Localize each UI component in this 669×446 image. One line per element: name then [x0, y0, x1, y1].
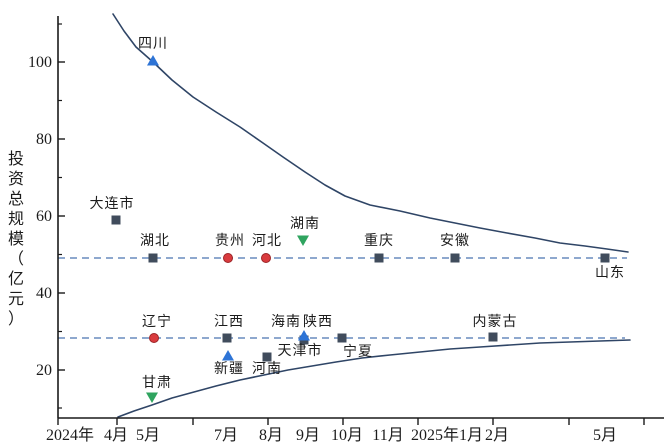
data-point-marker-square: [488, 332, 498, 342]
data-point-label: 内蒙古: [473, 314, 518, 330]
x-tick-label: 4月: [104, 427, 128, 444]
data-point-marker-triangle-up: [298, 330, 310, 341]
x-tick-label: 10月: [331, 427, 363, 444]
data-point-label: 山东: [595, 265, 625, 281]
data-point-label: 河北: [252, 233, 282, 249]
data-point-label: 贵州: [215, 233, 245, 249]
data-point-marker-circle: [223, 253, 233, 263]
data-point-marker-triangle-up: [222, 350, 234, 361]
y-axis-title: 投资总规模（亿元）: [8, 150, 24, 328]
upper-boundary-curve: [112, 13, 629, 253]
reference-lines: [58, 257, 627, 339]
data-point-label: 河南: [252, 361, 282, 377]
data-point-marker-circle: [149, 333, 159, 343]
data-point-label: 陕西: [303, 314, 333, 330]
data-point-label: 宁夏: [343, 343, 373, 360]
data-point-marker-triangle-down: [146, 392, 158, 403]
y-tick-label: 100: [28, 54, 52, 71]
boundary-curves: [112, 13, 631, 418]
y-axis-tick-labels: 100 80 60 40 20: [28, 54, 52, 379]
data-point-label: 安徽: [440, 233, 470, 249]
x-axis-ticks: [57, 418, 645, 425]
data-point-label: 江西: [214, 314, 244, 330]
x-tick-label: 7月: [214, 427, 238, 444]
y-tick-label: 80: [36, 131, 52, 148]
x-tick-label: 11月: [372, 427, 403, 444]
data-point-marker-square: [262, 352, 272, 362]
data-point-label: 大连市: [90, 195, 135, 212]
y-tick-label: 40: [36, 285, 52, 302]
data-point-label: 四川: [138, 37, 168, 52]
data-point-marker-square: [337, 333, 347, 343]
x-tick-label: 5月: [593, 427, 617, 444]
data-point-label: 天津市: [278, 342, 323, 359]
x-tick-label: 9月: [296, 427, 320, 444]
y-tick-label: 60: [36, 208, 52, 225]
y-axis-ticks: [58, 23, 65, 409]
data-point-label: 重庆: [364, 233, 394, 249]
y-axis-title-text: 投资总规模（亿元）: [8, 150, 24, 328]
data-point-marker-square: [111, 215, 121, 225]
data-point-marker-square: [148, 253, 158, 263]
data-point-label: 湖北: [140, 233, 170, 249]
data-point-marker-triangle-up: [147, 55, 159, 66]
x-tick-label: 2024年: [46, 426, 94, 444]
y-tick-label: 20: [36, 362, 52, 379]
data-point-label: 新疆: [214, 361, 244, 377]
x-tick-label: 2025年1月: [411, 426, 483, 444]
x-tick-label: 8月: [259, 427, 283, 444]
data-points: [111, 55, 610, 403]
data-point-marker-triangle-down: [297, 235, 309, 246]
data-point-label: 辽宁: [142, 313, 172, 330]
data-point-marker-square: [374, 253, 384, 263]
x-tick-label: 5月: [136, 427, 160, 444]
data-point-marker-circle: [261, 253, 271, 263]
data-point-label: 海南: [271, 314, 301, 330]
axes: [57, 16, 664, 419]
data-point-label: 甘肃: [142, 375, 172, 391]
data-point-marker-square: [222, 333, 232, 343]
lower-boundary-curve: [117, 339, 631, 418]
x-tick-label: 2月: [485, 427, 509, 444]
data-point-marker-square: [450, 253, 460, 263]
data-point-label: 湖南: [290, 216, 320, 232]
data-point-marker-square: [600, 253, 610, 263]
x-axis-labels: 2024年 4月 5月 7月 8月 9月 10月 11月 2025年1月 2月 5月: [46, 426, 617, 444]
